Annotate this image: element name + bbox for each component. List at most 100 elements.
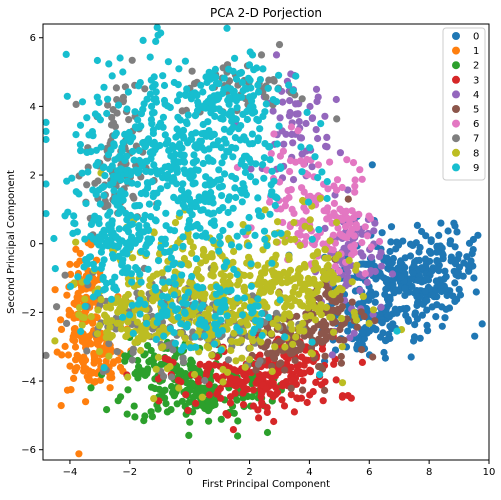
legend-marker [452, 105, 460, 113]
data-point [93, 93, 101, 101]
data-point [247, 282, 255, 290]
data-point [87, 313, 95, 321]
data-point [154, 353, 163, 361]
data-point [275, 360, 283, 368]
data-point [401, 284, 409, 292]
data-point [75, 450, 83, 458]
data-point [159, 113, 167, 121]
data-point [278, 279, 286, 287]
data-point [238, 354, 246, 362]
data-point [244, 224, 252, 232]
data-point [418, 311, 426, 319]
data-point [404, 315, 412, 323]
data-point [289, 139, 297, 147]
data-point [122, 332, 130, 341]
data-point [411, 321, 419, 329]
data-point [170, 193, 178, 201]
data-point [444, 227, 452, 235]
data-point [199, 159, 207, 168]
legend-item-2: 2 [452, 61, 479, 72]
data-point [94, 340, 102, 349]
data-point [298, 353, 306, 361]
data-point [169, 261, 177, 269]
data-point [89, 293, 97, 301]
data-point [273, 194, 281, 202]
data-point [63, 92, 71, 100]
data-point [289, 376, 297, 384]
data-point [296, 241, 304, 250]
data-point [129, 348, 137, 356]
data-point [381, 354, 389, 362]
data-point [242, 317, 250, 325]
data-point [74, 273, 82, 281]
data-point [152, 365, 160, 373]
data-point [94, 177, 102, 185]
data-point [271, 343, 279, 351]
data-point [235, 243, 243, 251]
data-point [115, 225, 123, 233]
data-point [287, 320, 295, 328]
data-point [228, 337, 236, 345]
data-point [100, 286, 108, 294]
data-point [208, 100, 216, 108]
data-point [102, 317, 111, 326]
data-point [106, 323, 114, 331]
data-point [245, 155, 253, 163]
data-point [358, 346, 366, 354]
data-point [293, 394, 301, 402]
data-point [260, 154, 268, 162]
data-point [336, 149, 344, 157]
data-point [216, 239, 224, 247]
data-point [320, 337, 328, 345]
data-point [246, 344, 254, 352]
data-point [129, 147, 137, 155]
data-point [180, 158, 189, 166]
data-point [186, 238, 194, 246]
data-point [301, 222, 309, 230]
data-point [198, 284, 206, 292]
data-point [317, 301, 325, 309]
data-point [421, 255, 430, 263]
data-point [416, 243, 424, 252]
data-point [164, 58, 172, 66]
data-point [233, 311, 241, 319]
data-point [469, 246, 477, 254]
data-point [134, 356, 142, 365]
data-point [354, 334, 362, 343]
legend-marker [452, 163, 460, 172]
data-point [248, 109, 257, 117]
data-point [254, 302, 262, 310]
data-point [97, 264, 105, 273]
data-point [290, 408, 298, 416]
data-point [467, 257, 475, 265]
data-point [143, 319, 151, 328]
data-point [320, 317, 328, 326]
data-point [299, 196, 307, 205]
data-point [170, 291, 178, 299]
data-point [394, 241, 403, 249]
data-point [233, 294, 242, 302]
data-point [125, 116, 133, 124]
data-point [102, 333, 110, 341]
data-point [220, 125, 228, 133]
data-point [392, 286, 400, 294]
data-point [67, 386, 75, 394]
data-point [62, 50, 70, 59]
data-point [220, 263, 228, 271]
data-point [153, 189, 161, 197]
data-point [349, 214, 358, 222]
data-point [437, 219, 445, 227]
data-point [211, 264, 219, 272]
data-point [133, 180, 142, 188]
data-point [66, 260, 74, 268]
data-point [265, 76, 273, 84]
data-point [338, 393, 346, 401]
data-point [129, 329, 137, 337]
data-point [140, 417, 148, 425]
data-point [229, 153, 237, 161]
data-point [185, 398, 193, 406]
data-point [296, 298, 304, 306]
data-point [220, 85, 228, 94]
data-point [113, 96, 121, 104]
data-point [306, 144, 314, 152]
